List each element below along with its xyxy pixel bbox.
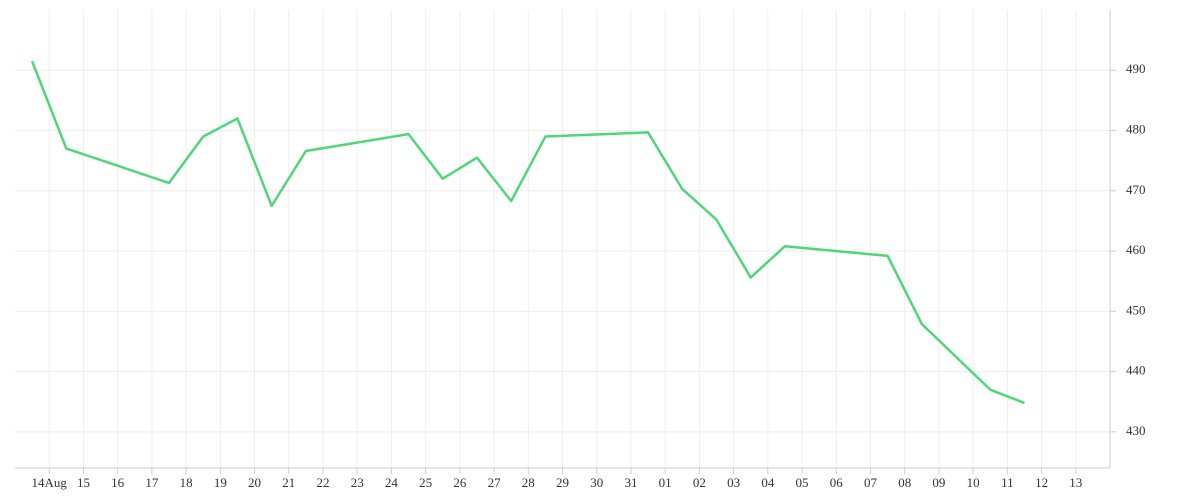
x-tick-label: 09: [932, 475, 945, 490]
x-tick-label: 24: [385, 475, 399, 490]
y-tick-label: 450: [1126, 302, 1146, 317]
x-tick-label: 26: [453, 475, 467, 490]
x-tick-label: 07: [864, 475, 878, 490]
x-tick-label: 16: [111, 475, 125, 490]
x-tick-label: 17: [145, 475, 159, 490]
x-tick-label: 30: [590, 475, 603, 490]
x-tick-label: 18: [180, 475, 193, 490]
x-tick-label: 28: [522, 475, 535, 490]
x-tick-label: 03: [727, 475, 740, 490]
x-tick-label: 13: [1069, 475, 1082, 490]
x-tick-label: 08: [898, 475, 911, 490]
x-tick-label: 12: [1035, 475, 1048, 490]
x-tick-label: 01: [659, 475, 672, 490]
x-tick-label: 22: [316, 475, 329, 490]
y-tick-label: 430: [1126, 423, 1146, 438]
x-tick-label: 02: [693, 475, 706, 490]
x-tick-label: 04: [761, 475, 775, 490]
x-tick-label: 23: [351, 475, 364, 490]
x-tick-label: 06: [830, 475, 844, 490]
x-tick-label: 20: [248, 475, 261, 490]
x-tick-label: 29: [556, 475, 569, 490]
x-tick-label: 21: [282, 475, 295, 490]
x-tick-label: 19: [214, 475, 227, 490]
x-tick-label: 11: [1001, 475, 1014, 490]
x-tick-label: 10: [967, 475, 980, 490]
y-tick-label: 460: [1126, 242, 1146, 257]
x-tick-label: 25: [419, 475, 432, 490]
y-tick-label: 490: [1126, 61, 1146, 76]
y-tick-label: 470: [1126, 182, 1146, 197]
x-tick-label: 14Aug: [32, 475, 68, 490]
y-tick-label: 440: [1126, 363, 1146, 378]
x-tick-label: 05: [796, 475, 809, 490]
x-tick-label: 15: [77, 475, 90, 490]
x-tick-label: 31: [624, 475, 637, 490]
line: [30, 60, 1025, 405]
x-tick-label: 27: [488, 475, 502, 490]
y-tick-label: 480: [1126, 122, 1146, 137]
